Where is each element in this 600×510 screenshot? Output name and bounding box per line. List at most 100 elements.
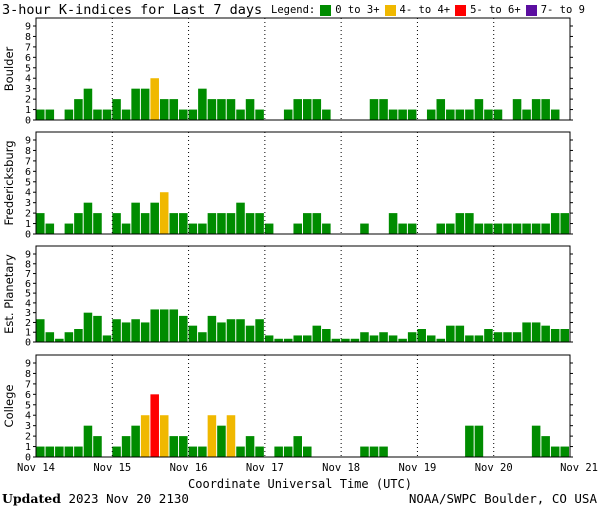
k-index-bar <box>55 446 64 457</box>
y-tick-label: 0 <box>25 453 31 464</box>
k-index-bar <box>293 436 302 457</box>
k-index-bar <box>45 446 55 457</box>
k-index-bar <box>541 436 550 457</box>
k-index-bar <box>360 446 369 457</box>
updated-label: Updated <box>2 491 61 506</box>
k-index-bar <box>255 446 264 457</box>
k-index-bar <box>522 109 531 120</box>
k-index-bar <box>455 325 465 342</box>
x-tick-label: Nov 18 <box>322 462 360 474</box>
y-tick-label: 1 <box>25 442 31 453</box>
k-index-bar <box>169 309 179 342</box>
y-tick-label: 9 <box>25 359 31 370</box>
chart-title: 3-hour K-indices for Last 7 days <box>2 2 263 18</box>
k-index-bar <box>150 78 159 120</box>
k-index-bar <box>264 223 274 234</box>
legend-item-7-to-9: 7- to 9 <box>525 4 585 16</box>
k-index-bar <box>131 88 140 120</box>
k-index-bar <box>36 319 45 342</box>
y-tick-label: 0 <box>25 116 31 127</box>
k-index-bar <box>131 425 140 457</box>
k-index-bar <box>465 109 474 120</box>
k-index-bar <box>283 446 293 457</box>
k-index-bar <box>531 322 541 342</box>
k-index-bar <box>121 109 131 120</box>
k-index-bar <box>560 329 569 342</box>
k-index-bar <box>398 223 407 234</box>
k-index-bar <box>283 109 293 120</box>
k-index-bar <box>465 425 474 457</box>
y-tick-label: 4 <box>25 188 31 199</box>
x-tick-label: Nov 15 <box>93 462 131 474</box>
k-index-bar <box>112 319 121 342</box>
k-index-bar <box>112 446 121 457</box>
k-index-bar <box>379 332 388 342</box>
k-index-bar <box>150 309 159 342</box>
k-index-bar <box>446 223 455 234</box>
k-index-bar <box>446 325 455 342</box>
k-index-bar <box>436 338 446 342</box>
k-index-bar <box>207 415 217 457</box>
k-index-bar <box>255 213 264 234</box>
legend-item-0-to-3: 0 to 3+ <box>320 4 380 16</box>
legend: Legend: 0 to 3+ 4- to 4+ 5- to 6+ 7- to … <box>271 4 585 16</box>
k-index-bar <box>264 335 274 342</box>
k-index-bar <box>379 446 388 457</box>
k-index-bar <box>179 109 188 120</box>
y-tick-label: 1 <box>25 219 31 230</box>
k-index-bar <box>74 446 83 457</box>
legend-swatch-green <box>320 4 332 16</box>
k-index-bar <box>179 436 188 457</box>
k-index-bar <box>245 325 255 342</box>
k-index-bar <box>169 99 179 120</box>
k-index-bar <box>293 99 302 120</box>
k-index-bar <box>560 213 569 234</box>
k-index-bar <box>484 223 493 234</box>
y-tick-label: 2 <box>25 432 31 443</box>
legend-item-label: 5- to 6+ <box>470 4 521 16</box>
k-index-bar <box>512 223 522 234</box>
k-index-bar <box>207 213 217 234</box>
x-tick-label: Nov 20 <box>475 462 513 474</box>
k-index-bar <box>322 109 331 120</box>
x-tick-label: Nov 19 <box>398 462 436 474</box>
k-index-bar <box>360 332 369 342</box>
y-tick-label: 4 <box>25 74 31 85</box>
k-index-bar <box>303 99 312 120</box>
y-tick-label: 7 <box>25 42 31 53</box>
legend-swatch-purple <box>525 4 537 16</box>
k-index-bar <box>226 415 236 457</box>
y-tick-label: 6 <box>25 390 31 401</box>
k-index-bar <box>541 223 550 234</box>
k-index-bar <box>226 99 236 120</box>
k-index-bar <box>303 446 312 457</box>
k-index-bar <box>188 325 198 342</box>
k-index-bar <box>112 213 121 234</box>
k-index-bar <box>245 436 255 457</box>
x-tick-label: Nov 21 <box>560 462 598 474</box>
k-index-bar <box>131 202 140 234</box>
k-index-bar <box>93 109 102 120</box>
k-index-bar <box>474 425 484 457</box>
updated-value: 2023 Nov 20 2130 <box>68 491 189 506</box>
k-index-bar <box>293 335 302 342</box>
k-index-bar <box>121 436 131 457</box>
k-index-bar <box>179 315 188 342</box>
panel-frame <box>35 17 571 121</box>
k-index-bar <box>417 329 426 342</box>
k-index-bar <box>140 88 150 120</box>
y-tick-label: 1 <box>25 328 31 339</box>
y-tick-label: 8 <box>25 32 31 43</box>
y-tick-label: 7 <box>25 379 31 390</box>
y-tick-label: 9 <box>25 22 31 33</box>
y-tick-label: 8 <box>25 259 31 270</box>
k-index-bar <box>83 202 93 234</box>
k-index-bar <box>531 223 541 234</box>
k-index-bar <box>217 322 226 342</box>
k-index-bar <box>217 213 226 234</box>
k-index-bar <box>474 335 484 342</box>
k-index-bar <box>312 99 322 120</box>
k-index-bar <box>455 213 465 234</box>
k-index-bar <box>274 446 283 457</box>
k-index-bar <box>74 99 83 120</box>
